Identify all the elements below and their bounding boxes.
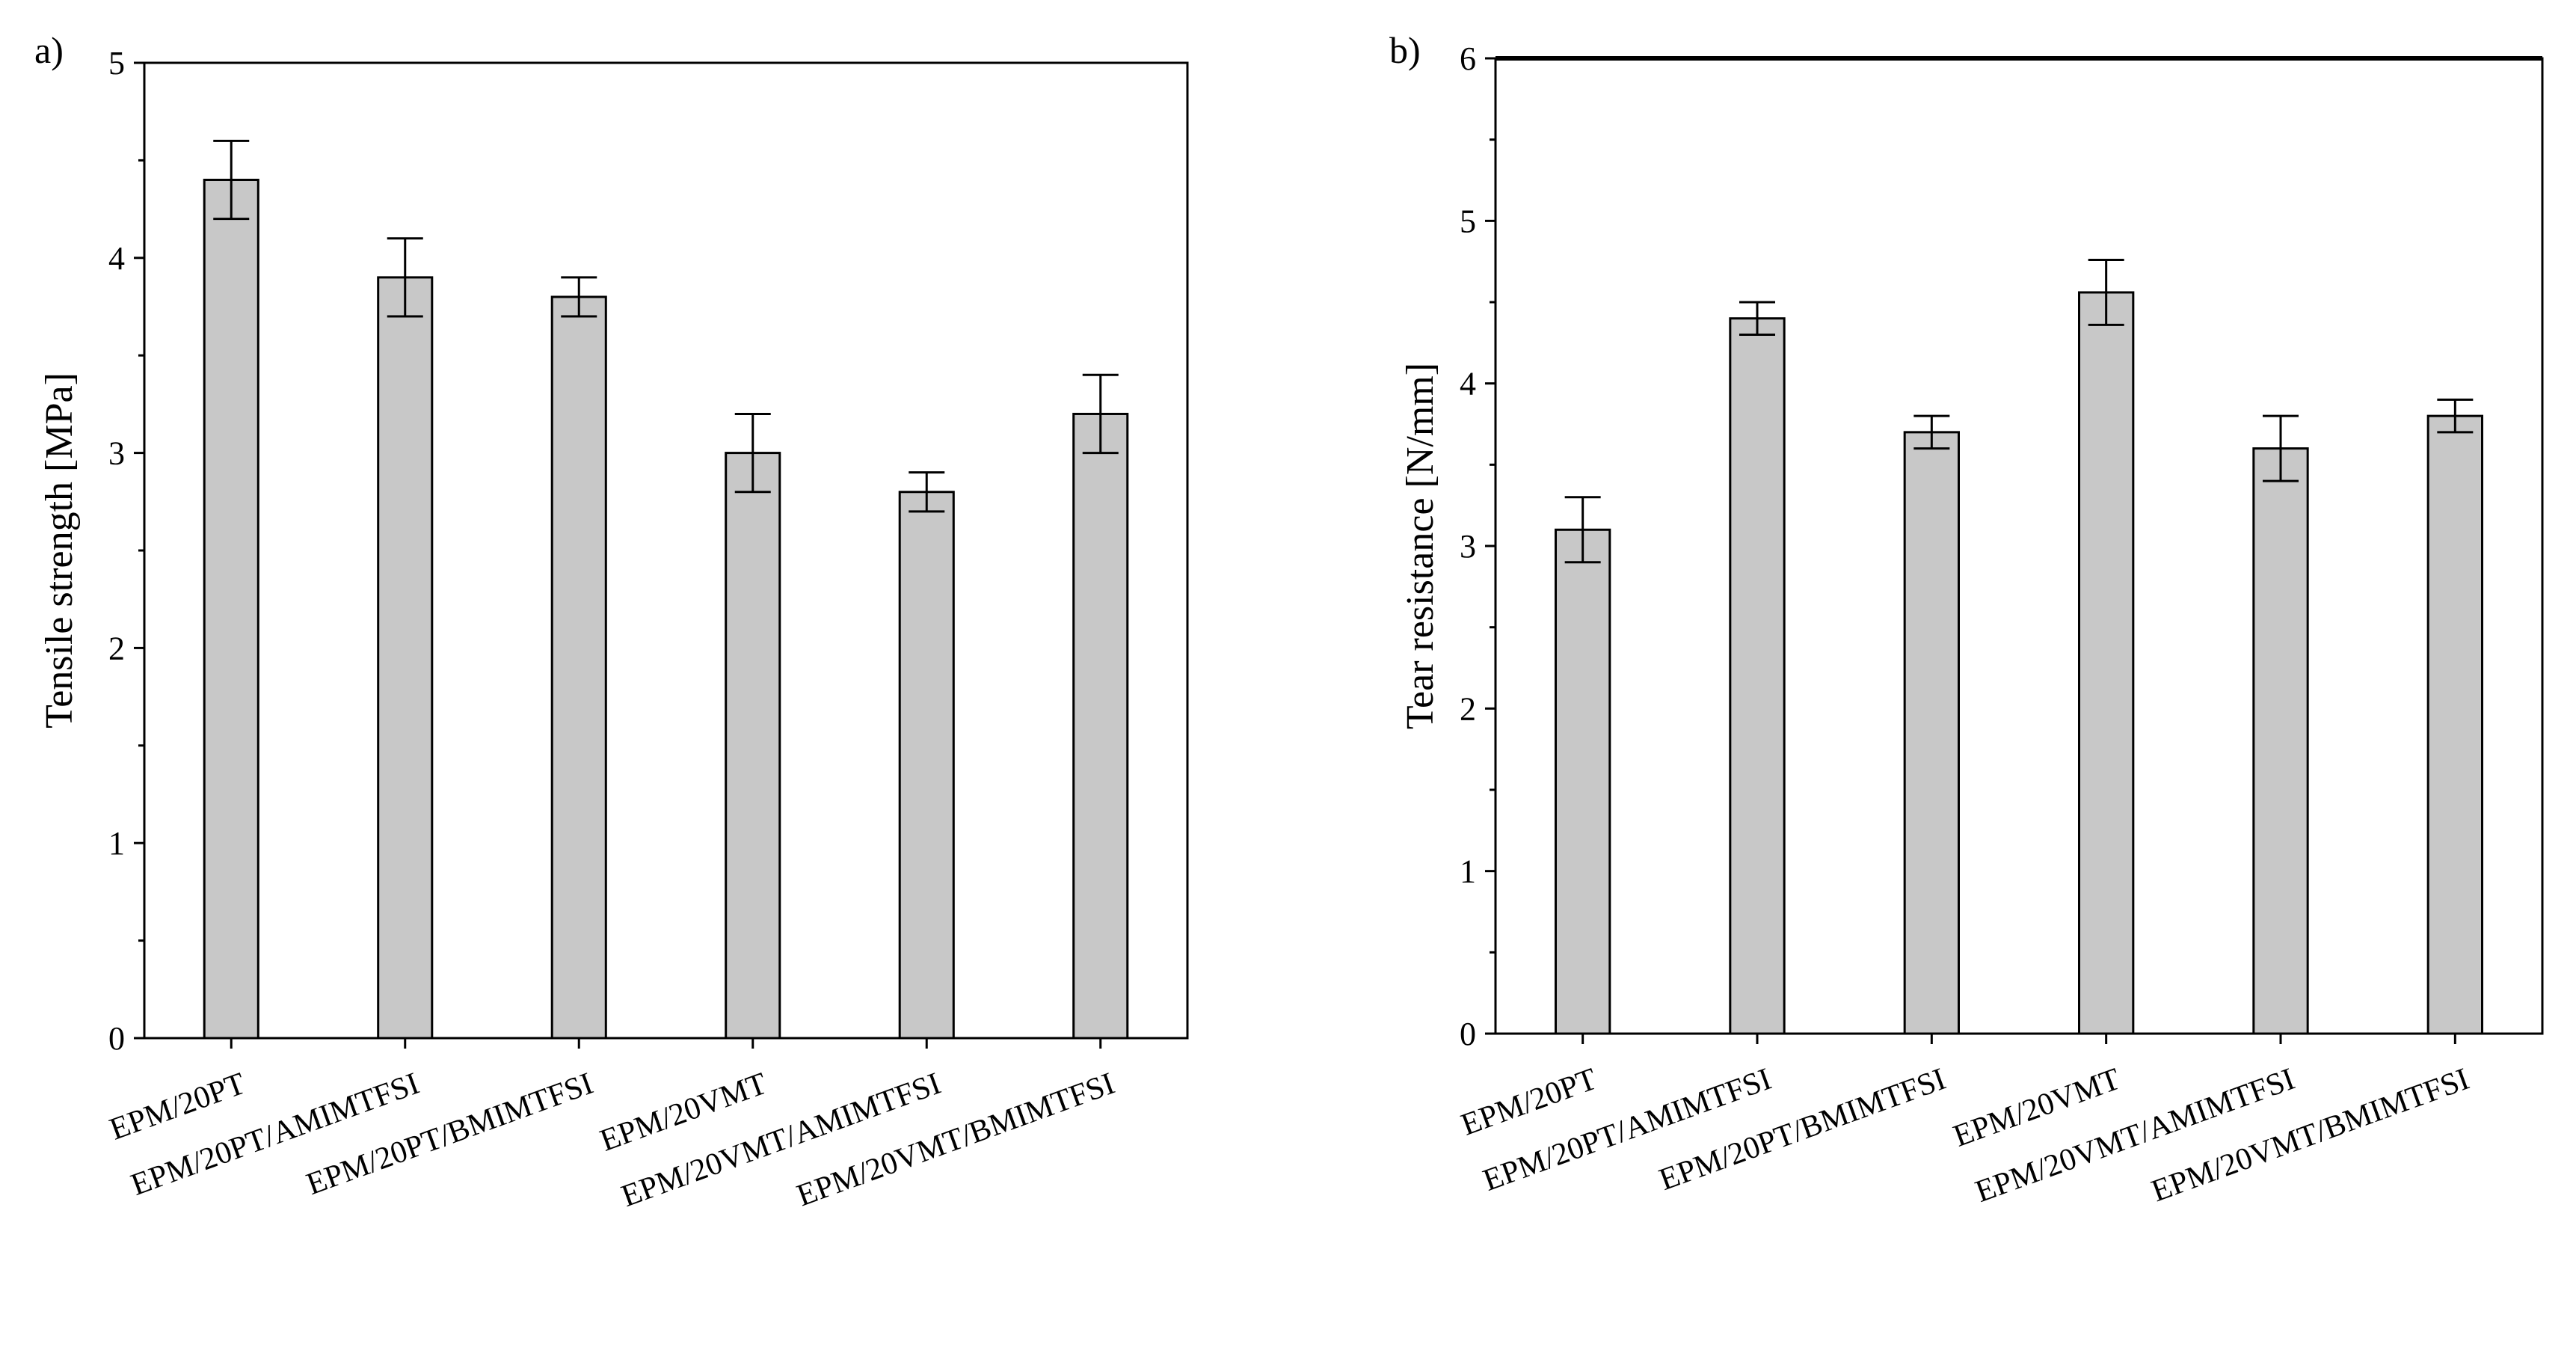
bar (2252, 447, 2309, 1035)
error-bar (213, 139, 250, 221)
x-category-label: EPM/20PT/BMIMTFSI (302, 1067, 597, 1202)
error-bar (909, 471, 945, 513)
plot-frame (1494, 57, 2544, 1035)
error-bar (2088, 258, 2124, 326)
error-bar (1739, 301, 1775, 336)
bar (898, 491, 955, 1040)
bar (203, 178, 259, 1040)
y-tick-label: 6 (1460, 40, 1476, 77)
y-tick-label: 0 (1460, 1016, 1476, 1052)
error-bar (387, 237, 423, 318)
x-category-label: EPM/20VMT/AMIMTFSI (1971, 1062, 2299, 1209)
error-bar (561, 276, 597, 318)
x-category-label: EPM/20VMT/AMIMTFSI (617, 1067, 945, 1214)
error-bar (2263, 414, 2299, 482)
y-tick-label: 5 (108, 45, 125, 82)
y-tick-label: 4 (1460, 366, 1476, 402)
bar (2426, 414, 2484, 1035)
bar (1903, 431, 1961, 1035)
bar (1555, 528, 1611, 1035)
y-axis-title: Tensile strength [MPa] (38, 372, 81, 728)
x-category-label: EPM/20PT/AMIMTFSI (1479, 1062, 1776, 1198)
error-bar (2437, 398, 2474, 434)
bar (1072, 412, 1129, 1040)
y-tick-label: 1 (1460, 853, 1476, 890)
error-bar (1913, 414, 1950, 450)
bar (725, 452, 781, 1040)
x-category-label: EPM/20PT/BMIMTFSI (1655, 1062, 1950, 1197)
y-tick-label: 3 (108, 435, 125, 472)
error-bar (734, 412, 771, 494)
x-category-label: EPM/20VMT/BMIMTFSI (2147, 1062, 2474, 1209)
bar (2078, 291, 2135, 1035)
y-axis-title: Tear resistance [N/mm] (1399, 363, 1442, 729)
error-bar (1564, 496, 1601, 564)
x-category-label: EPM/20VMT/BMIMTFSI (793, 1067, 1119, 1213)
y-tick-label: 2 (108, 630, 125, 666)
x-category-label: EPM/20PT/AMIMTFSI (126, 1067, 423, 1203)
y-tick-label: 0 (108, 1020, 125, 1057)
panel-letter: a) (34, 29, 64, 71)
panel-letter: b) (1389, 29, 1421, 71)
error-bar (1082, 373, 1119, 455)
bar (1729, 317, 1786, 1035)
plot-frame (143, 61, 1189, 1040)
y-tick-label: 1 (108, 825, 125, 862)
bar (377, 276, 434, 1040)
y-tick-label: 5 (1460, 203, 1476, 239)
y-tick-label: 4 (108, 240, 125, 277)
bar (550, 295, 607, 1040)
y-tick-label: 3 (1460, 528, 1476, 565)
y-tick-label: 2 (1460, 690, 1476, 727)
